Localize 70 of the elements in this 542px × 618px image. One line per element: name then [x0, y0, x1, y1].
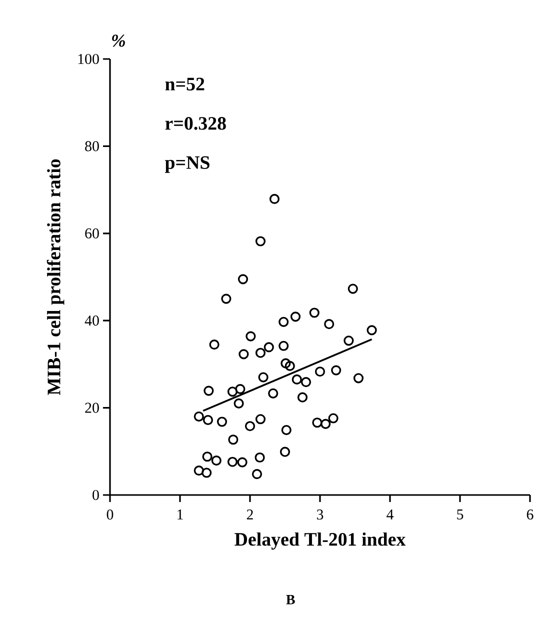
point — [344, 336, 354, 346]
x-tick-label: 3 — [316, 510, 324, 520]
point — [281, 424, 292, 436]
point — [268, 388, 278, 398]
point — [238, 274, 248, 284]
x-tick-label: 1 — [178, 510, 183, 520]
point — [324, 319, 334, 330]
x-tick-label: 6 — [526, 510, 534, 520]
point — [348, 284, 358, 294]
annotation: n=52 — [165, 78, 204, 90]
x-tick-label: 2 — [246, 510, 253, 520]
point — [227, 456, 238, 467]
point — [234, 398, 244, 408]
point — [314, 366, 326, 377]
point — [246, 331, 256, 342]
point — [280, 446, 290, 457]
point — [235, 384, 246, 394]
point — [254, 452, 265, 463]
y-tick-label: 20 — [85, 402, 99, 413]
point — [255, 414, 266, 424]
point — [237, 457, 248, 468]
point — [292, 374, 302, 385]
point — [278, 316, 289, 327]
point — [309, 308, 320, 318]
point — [204, 386, 214, 396]
point — [328, 413, 338, 424]
point — [211, 456, 222, 466]
y-tick-label: 0 — [92, 490, 99, 500]
point — [202, 468, 212, 478]
annotation: r=0.328 — [165, 117, 226, 130]
point — [202, 452, 212, 462]
point — [284, 360, 295, 371]
y-tick-label: 80 — [85, 141, 99, 152]
y-axis-title: MIB-1 cell proliferation ratio — [46, 159, 64, 396]
point — [244, 421, 256, 432]
x-tick-label: 4 — [386, 510, 394, 520]
point — [331, 365, 342, 376]
point — [228, 434, 238, 445]
point — [194, 411, 204, 422]
point — [366, 325, 377, 336]
x-axis-title: Delayed Tl-201 index — [234, 532, 406, 550]
y-tick-label: 100 — [78, 54, 99, 64]
point — [227, 386, 238, 397]
y-tick-label: 60 — [85, 228, 99, 238]
point — [320, 418, 331, 429]
x-tick-label: 0 — [106, 510, 114, 520]
point — [255, 236, 266, 246]
y-tick-label: 40 — [84, 316, 99, 326]
point — [258, 372, 268, 382]
point — [290, 312, 301, 322]
point — [202, 414, 214, 426]
point — [238, 349, 249, 360]
x-tick-label: 5 — [457, 510, 464, 520]
point — [252, 469, 262, 480]
annotation: p=NS — [164, 156, 210, 173]
text: % — [112, 34, 125, 47]
point — [269, 194, 280, 204]
point — [209, 340, 220, 350]
point — [312, 418, 322, 428]
point — [194, 466, 204, 476]
point — [297, 392, 308, 402]
text: B — [286, 595, 295, 604]
point — [221, 294, 232, 304]
point — [264, 342, 274, 352]
point — [300, 377, 312, 388]
point — [353, 373, 364, 384]
point — [255, 348, 266, 358]
point — [216, 416, 228, 427]
point — [278, 340, 289, 351]
point — [280, 358, 291, 368]
